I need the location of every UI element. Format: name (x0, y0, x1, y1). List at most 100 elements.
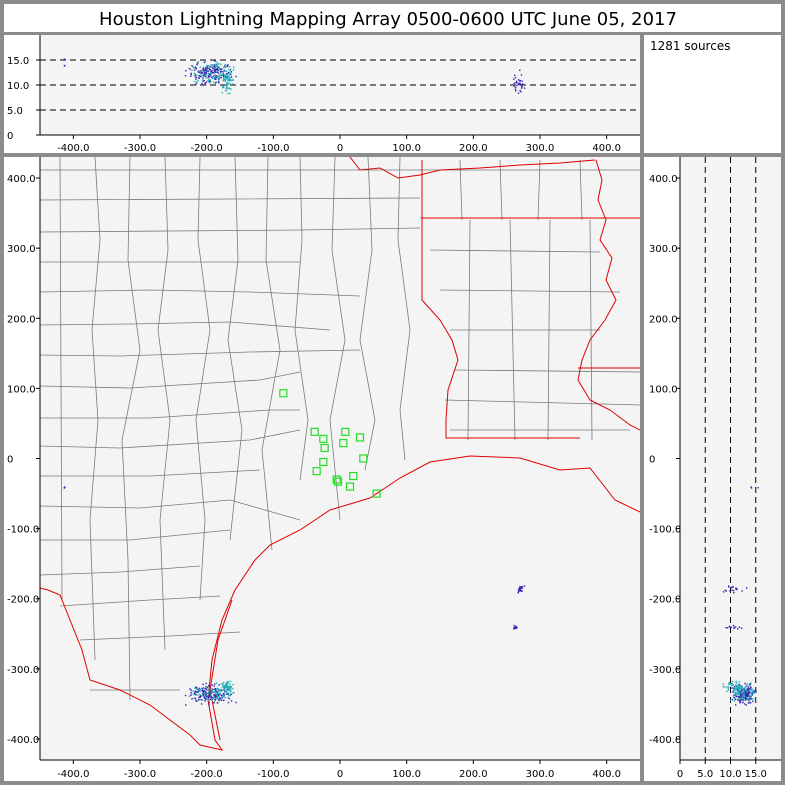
map-x-tick-label: 300.0 (526, 769, 555, 780)
lma-station (333, 477, 343, 486)
lightning-source-side (730, 587, 732, 589)
lightning-source-altitude (229, 92, 231, 95)
lightning-source-altitude (205, 75, 207, 77)
lightning-source (223, 688, 225, 690)
map-x-tick-label: -300.0 (124, 769, 156, 780)
lightning-source (223, 686, 226, 688)
lightning-source (229, 683, 231, 685)
lightning-source-altitude (205, 74, 208, 76)
lightning-source-side (747, 693, 750, 696)
lightning-source-side (725, 590, 727, 592)
lightning-source-side (735, 682, 738, 684)
lightning-source (227, 693, 229, 695)
lightning-source-side (742, 688, 745, 691)
lightning-source-side (736, 693, 739, 695)
lma-station (310, 427, 319, 436)
lightning-source (219, 690, 221, 692)
lightning-source-side (740, 688, 743, 690)
lightning-source-side (748, 695, 751, 697)
lightning-source-side (730, 699, 732, 701)
lightning-source-altitude (202, 74, 204, 77)
lightning-source-altitude (201, 71, 203, 74)
map-y-tick-label: 300.0 (7, 244, 36, 255)
lightning-source-altitude (190, 75, 192, 77)
lightning-source (211, 689, 213, 691)
lightning-source-altitude (210, 70, 212, 73)
lightning-source (222, 689, 225, 691)
altitude-x-axis: -400.0 -300.0 -200.0 -100.0 0 100.0 200.0 300.0… (40, 134, 640, 154)
lightning-source (212, 691, 215, 694)
lightning-source-altitude (227, 82, 229, 84)
lightning-source-altitude (521, 80, 523, 82)
lightning-source (216, 692, 218, 695)
altitude-sources (63, 58, 526, 95)
lightning-source (199, 688, 202, 691)
lightning-source-altitude (185, 70, 187, 72)
lightning-source-altitude (212, 77, 214, 80)
lma-station (372, 489, 381, 498)
lightning-source-altitude (217, 76, 220, 78)
lightning-source-altitude (204, 70, 207, 73)
lightning-source-side (737, 690, 740, 693)
lightning-source-altitude (214, 71, 217, 73)
lightning-source-side (746, 690, 749, 692)
lightning-source-altitude (202, 77, 204, 79)
lightning-source-side (742, 702, 744, 704)
lightning-source-altitude (191, 69, 193, 71)
lightning-source-side (744, 692, 747, 695)
lightning-source (209, 698, 212, 701)
lightning-source-altitude (193, 67, 195, 69)
lightning-source-altitude (225, 77, 228, 80)
lightning-source (227, 687, 229, 690)
lightning-source (218, 689, 220, 691)
lightning-source (209, 695, 211, 698)
lightning-source-altitude (226, 74, 229, 76)
lightning-source (224, 688, 226, 690)
lightning-source-side (746, 683, 749, 685)
lightning-source-altitude (219, 69, 221, 72)
lightning-source-altitude (215, 65, 218, 67)
lightning-source (208, 685, 211, 688)
lightning-source-altitude (216, 78, 218, 80)
lightning-source (194, 690, 196, 692)
lightning-source-altitude (217, 82, 220, 84)
lightning-source-side (749, 685, 751, 687)
lightning-source-side (744, 697, 747, 700)
lightning-source-altitude (226, 83, 228, 85)
lightning-source-side (727, 689, 730, 691)
lightning-source-altitude (225, 87, 228, 89)
lightning-source-altitude (213, 67, 216, 69)
lightning-source (215, 689, 217, 691)
lightning-source-altitude (195, 67, 197, 69)
lightning-source (228, 687, 231, 689)
plan-view-sources (63, 486, 526, 706)
lma-station (345, 482, 355, 491)
lightning-source (226, 685, 229, 688)
lightning-source-side (733, 700, 736, 702)
lightning-source (194, 697, 197, 700)
lightning-source-side (751, 691, 754, 693)
lightning-source-side (747, 690, 750, 692)
source-count-box (644, 35, 781, 153)
lightning-source (223, 695, 225, 697)
map-y-tick-label: 100.0 (7, 384, 36, 395)
lightning-source-altitude (217, 63, 219, 65)
lightning-source-altitude (209, 79, 211, 81)
side-y-tick-label: 400.0 (649, 174, 678, 185)
lightning-source (211, 684, 213, 686)
lightning-source-altitude (224, 78, 227, 81)
lightning-source (198, 696, 200, 699)
lightning-source (205, 697, 208, 699)
lightning-source (228, 694, 230, 697)
lightning-source-altitude (195, 74, 197, 76)
lightning-source-side (738, 692, 741, 694)
lightning-source-side (742, 689, 745, 692)
lightning-source-altitude (228, 76, 230, 78)
lightning-source-altitude (226, 76, 228, 79)
lightning-source-altitude (227, 79, 229, 82)
lightning-source (197, 691, 199, 693)
lightning-source (200, 695, 202, 697)
lightning-source (212, 697, 215, 699)
lightning-source-altitude (227, 72, 230, 75)
